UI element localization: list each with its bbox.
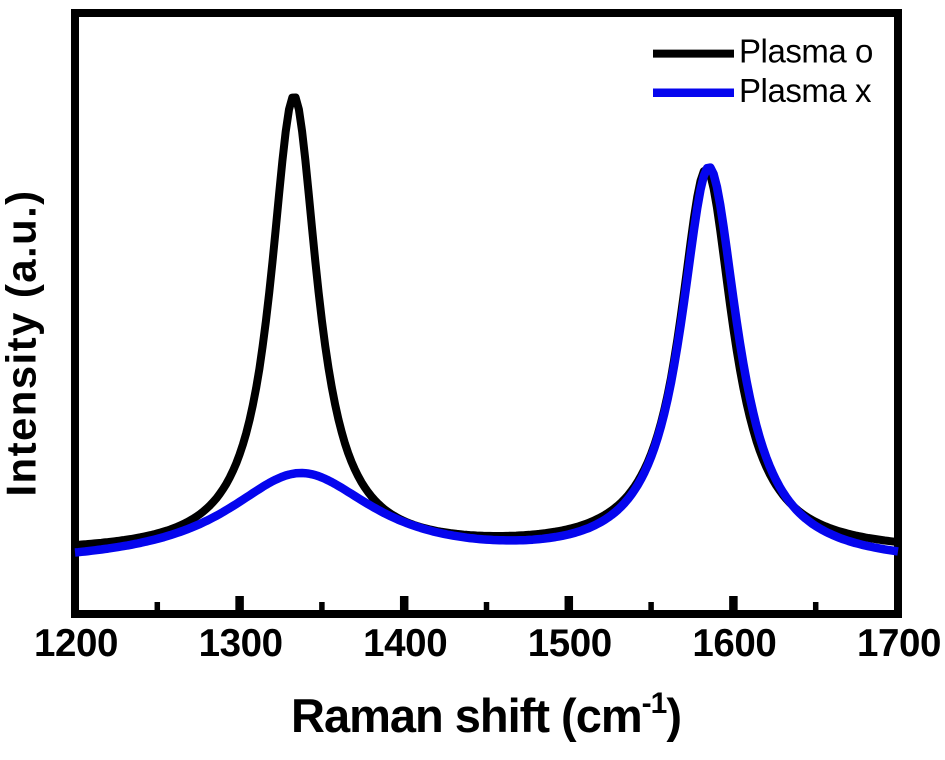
svg-text:1700: 1700 — [857, 622, 941, 665]
svg-text:1200: 1200 — [34, 622, 118, 665]
svg-text:Raman shift (cm-1): Raman shift (cm-1) — [291, 687, 681, 742]
svg-text:Plasma x: Plasma x — [739, 72, 872, 109]
svg-text:Plasma o: Plasma o — [739, 33, 873, 70]
svg-text:1600: 1600 — [692, 622, 776, 665]
svg-text:1300: 1300 — [199, 622, 283, 665]
svg-text:1400: 1400 — [363, 622, 447, 665]
svg-text:Intensity (a.u.): Intensity (a.u.) — [0, 189, 45, 496]
svg-text:1500: 1500 — [528, 622, 612, 665]
